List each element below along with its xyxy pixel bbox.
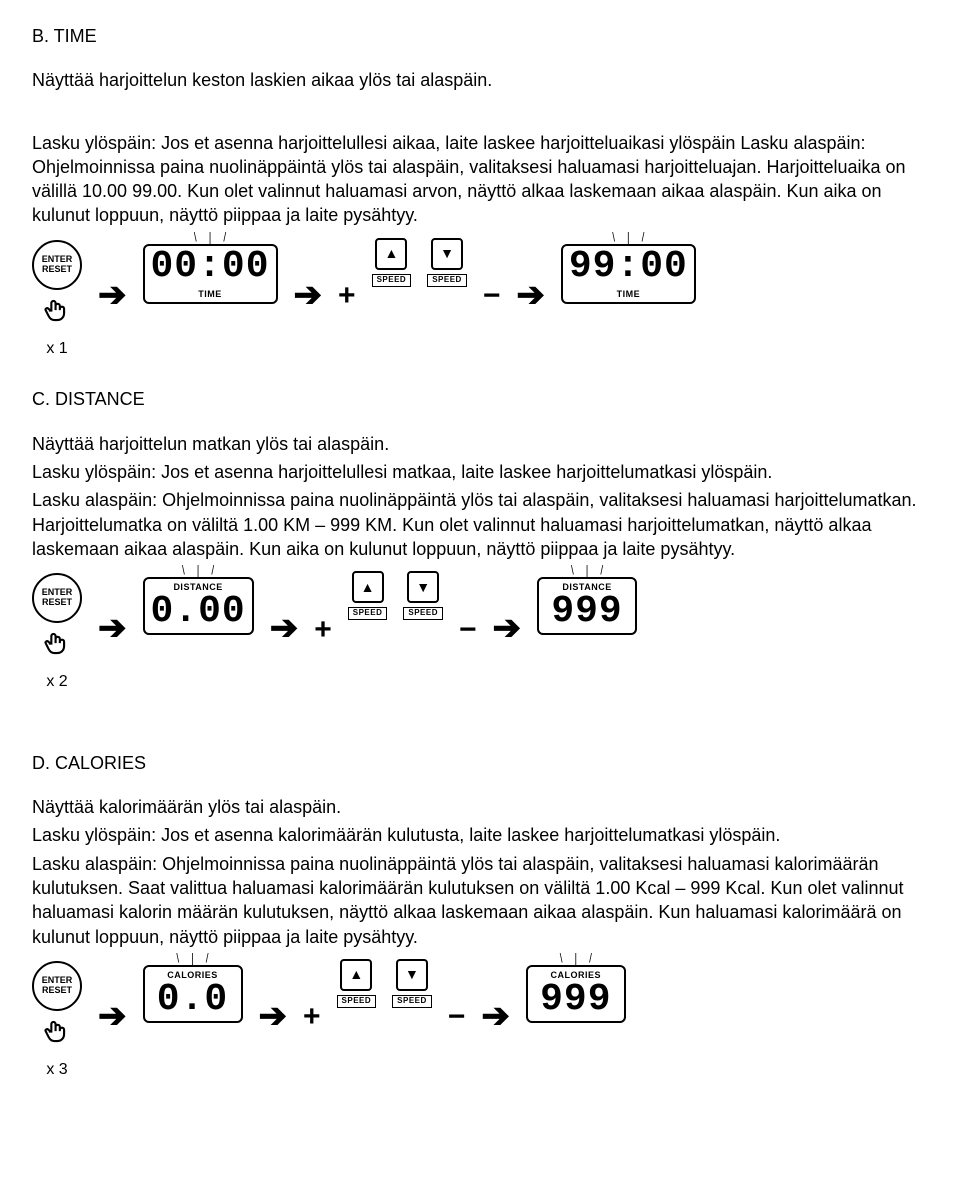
speed-label: SPEED <box>337 995 377 1008</box>
lcd-value: 999 <box>551 593 622 631</box>
down-button: ▼ <box>431 238 463 270</box>
diagram-distance: ENTER RESET x 2 ➔ \|/ DISTANCE 0.00 ➔ + … <box>32 573 928 693</box>
reset-label: RESET <box>42 265 72 275</box>
plus-icon: + <box>338 276 356 317</box>
arrow-icon: ➔ <box>516 278 545 312</box>
distance-body2: Lasku alaspäin: Ohjelmoinnissa paina nuo… <box>32 488 928 561</box>
lcd-display: DISTANCE 999 <box>537 577 637 635</box>
time-body: Lasku ylöspäin: Jos et asenna harjoittel… <box>32 131 928 228</box>
calories-intro: Näyttää kalorimäärän ylös tai alaspäin. <box>32 795 928 819</box>
arrow-icon: ➔ <box>493 611 522 645</box>
lcd-display: 99:00 TIME <box>561 244 696 304</box>
plus-icon: + <box>314 610 332 651</box>
press-count: x 1 <box>46 338 67 360</box>
speed-label: SPEED <box>403 607 443 620</box>
lcd-label: TIME <box>151 288 270 300</box>
down-button: ▼ <box>396 959 428 991</box>
section-title-time: B. TIME <box>32 24 928 48</box>
diagram-time: ENTER RESET x 1 ➔ \|/ 00:00 TIME ➔ + ▲ S… <box>32 240 928 360</box>
arrow-icon: ➔ <box>98 611 127 645</box>
speed-label: SPEED <box>372 274 412 287</box>
arrow-icon: ➔ <box>259 999 288 1033</box>
minus-icon: − <box>459 610 477 651</box>
hand-icon <box>40 629 74 663</box>
up-button: ▲ <box>375 238 407 270</box>
section-title-distance: C. DISTANCE <box>32 387 928 411</box>
time-intro: Näyttää harjoittelun keston laskien aika… <box>32 68 928 92</box>
hand-icon <box>40 296 74 330</box>
speed-label: SPEED <box>392 995 432 1008</box>
lcd-value: 0.0 <box>157 981 228 1019</box>
up-button: ▲ <box>352 571 384 603</box>
plus-icon: + <box>303 997 321 1038</box>
press-count: x 3 <box>46 1059 67 1081</box>
down-button: ▼ <box>407 571 439 603</box>
hand-icon <box>40 1017 74 1051</box>
enter-reset-button: ENTER RESET <box>32 573 82 623</box>
arrow-icon: ➔ <box>98 999 127 1033</box>
press-count: x 2 <box>46 671 67 693</box>
arrow-icon: ➔ <box>481 999 510 1033</box>
reset-label: RESET <box>42 598 72 608</box>
arrow-icon: ➔ <box>270 611 299 645</box>
arrow-icon: ➔ <box>294 278 323 312</box>
section-title-calories: D. CALORIES <box>32 751 928 775</box>
distance-body1: Lasku ylöspäin: Jos et asenna harjoittel… <box>32 460 928 484</box>
distance-intro: Näyttää harjoittelun matkan ylös tai ala… <box>32 432 928 456</box>
enter-reset-button: ENTER RESET <box>32 240 82 290</box>
lcd-display: CALORIES 999 <box>526 965 626 1023</box>
minus-icon: − <box>448 997 466 1038</box>
lcd-value: 99:00 <box>569 248 688 286</box>
speed-label: SPEED <box>427 274 467 287</box>
up-button: ▲ <box>340 959 372 991</box>
speed-label: SPEED <box>348 607 388 620</box>
calories-body1: Lasku ylöspäin: Jos et asenna kalorimäär… <box>32 823 928 847</box>
minus-icon: − <box>483 276 501 317</box>
reset-label: RESET <box>42 986 72 996</box>
calories-body2: Lasku alaspäin: Ohjelmoinnissa paina nuo… <box>32 852 928 949</box>
lcd-display: CALORIES 0.0 <box>143 965 243 1023</box>
lcd-value: 999 <box>540 981 611 1019</box>
lcd-value: 0.00 <box>151 593 246 631</box>
enter-reset-button: ENTER RESET <box>32 961 82 1011</box>
lcd-label: TIME <box>569 288 688 300</box>
arrow-icon: ➔ <box>98 278 127 312</box>
lcd-display: 00:00 TIME <box>143 244 278 304</box>
lcd-display: DISTANCE 0.00 <box>143 577 254 635</box>
diagram-calories: ENTER RESET x 3 ➔ \|/ CALORIES 0.0 ➔ + ▲… <box>32 961 928 1081</box>
lcd-value: 00:00 <box>151 248 270 286</box>
